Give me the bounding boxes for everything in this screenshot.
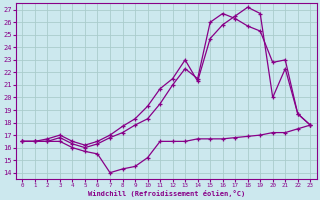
X-axis label: Windchill (Refroidissement éolien,°C): Windchill (Refroidissement éolien,°C) — [88, 190, 245, 197]
